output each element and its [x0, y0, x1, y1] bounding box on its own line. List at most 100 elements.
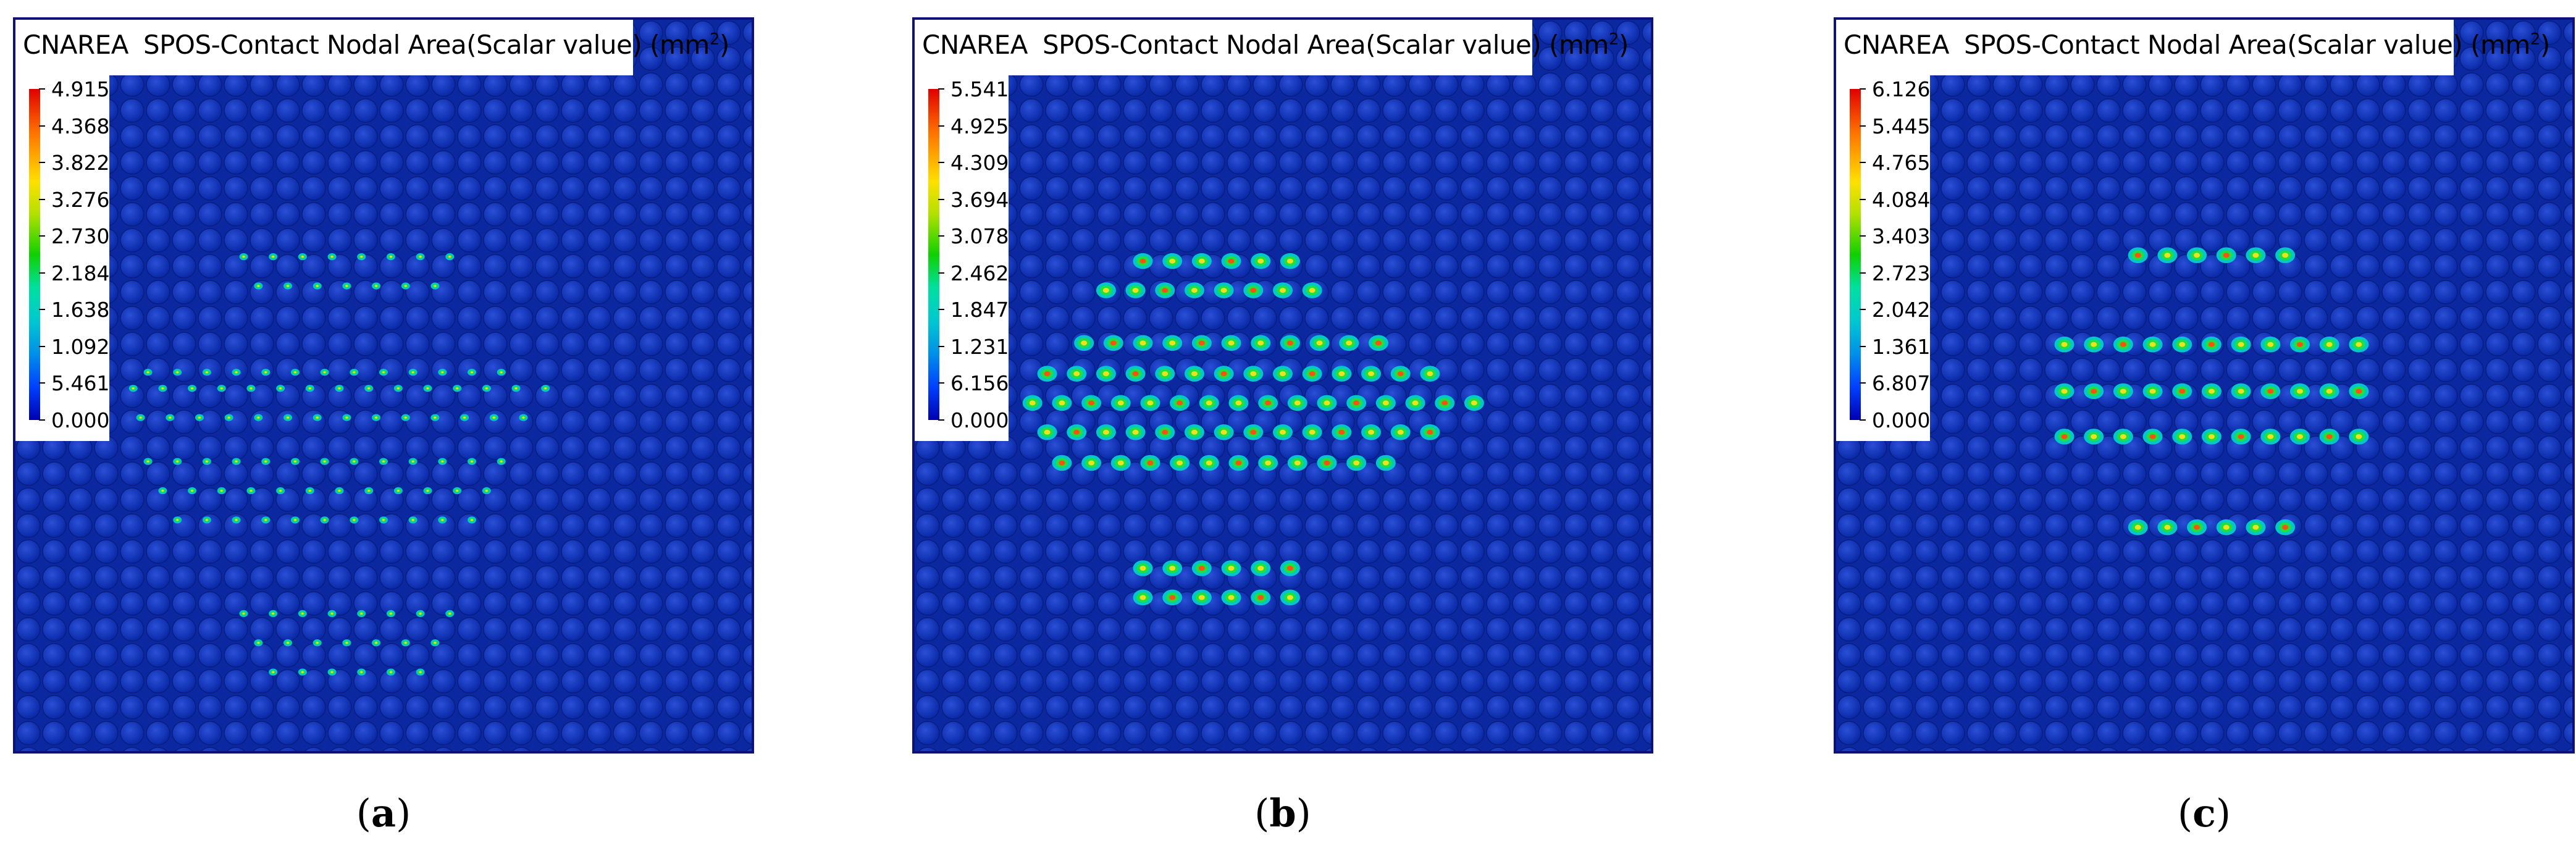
- contact-spot: [1133, 253, 1153, 269]
- contact-spot: [342, 639, 351, 647]
- contact-spot: [2113, 429, 2133, 445]
- contact-spot: [416, 668, 425, 676]
- panel-a: CNAREA SPOS-Contact Nodal Area(Scalar val…: [13, 17, 754, 754]
- contact-spot: [1258, 455, 1278, 471]
- contact-spot: [320, 516, 329, 524]
- contact-spot: [1155, 282, 1175, 298]
- contact-spot: [393, 487, 403, 495]
- contact-spot: [1273, 424, 1293, 440]
- contact-spot: [423, 487, 432, 495]
- contact-spot: [246, 385, 256, 392]
- contact-spot: [468, 458, 477, 465]
- contact-spot: [430, 282, 440, 290]
- colorbar: [29, 89, 40, 420]
- contact-spot: [1191, 589, 1212, 606]
- contact-spot: [1464, 395, 1484, 411]
- legend-value: 2.462: [950, 261, 1009, 285]
- contact-spot: [438, 458, 447, 465]
- legend-value: 0.000: [950, 408, 1009, 432]
- legend-tick: [1860, 125, 1866, 127]
- contact-spot: [1191, 253, 1212, 269]
- contact-spot: [2260, 336, 2281, 353]
- contact-spot: [2157, 519, 2178, 536]
- contact-spot: [2157, 247, 2178, 264]
- contact-spot: [202, 369, 211, 376]
- legend-tick: [938, 309, 944, 310]
- contact-spot: [2201, 429, 2221, 445]
- contact-spot: [1332, 424, 1352, 440]
- legend-value: 4.765: [1872, 151, 1931, 175]
- contact-spot: [232, 516, 241, 524]
- contact-spot: [350, 369, 359, 376]
- contact-spot: [269, 610, 278, 618]
- legend-tick: [39, 162, 45, 163]
- contact-spot: [1081, 455, 1102, 471]
- contact-spot: [1258, 395, 1278, 411]
- contact-spot: [1110, 455, 1131, 471]
- contact-spot: [1022, 395, 1043, 411]
- legend-header: CNAREA SPOS-Contact Nodal Area(Scalar val…: [1836, 20, 2550, 75]
- legend-value: 3.822: [51, 151, 110, 175]
- contact-spot: [1287, 395, 1307, 411]
- contact-spot: [1390, 424, 1411, 440]
- contact-spot: [1221, 335, 1241, 351]
- contact-spot: [158, 487, 167, 495]
- contact-spot: [519, 414, 528, 421]
- color-legend: 4.915 4.368 3.822 3.276 2.730 2.184 1.638 1.092…: [15, 75, 109, 441]
- contact-spot: [2054, 383, 2075, 400]
- contact-spot: [430, 414, 440, 421]
- legend-tick: [39, 272, 45, 274]
- legend-tick: [1860, 198, 1866, 200]
- contact-spot: [1199, 455, 1219, 471]
- variable-description: SPOS-Contact Nodal Area(Scalar value): [143, 30, 642, 60]
- contact-spot: [1199, 395, 1219, 411]
- contact-spot: [379, 458, 388, 465]
- contact-spot: [1273, 366, 1293, 382]
- contact-spot: [2289, 429, 2310, 445]
- contact-spot: [202, 458, 211, 465]
- contact-spot: [489, 414, 498, 421]
- contact-spot: [372, 639, 381, 647]
- colorbar: [928, 89, 939, 420]
- contact-spots: [128, 253, 550, 676]
- contact-spot: [1140, 455, 1160, 471]
- contact-spot: [1251, 560, 1271, 576]
- contact-spot: [1052, 395, 1072, 411]
- contact-spot: [143, 458, 153, 465]
- contact-spot: [1361, 366, 1382, 382]
- contact-spot: [2201, 336, 2221, 353]
- contact-spot: [1162, 335, 1183, 351]
- contact-spot: [1133, 560, 1153, 576]
- caption-c: (c): [2177, 791, 2231, 836]
- legend-title: CNAREA SPOS-Contact Nodal Area(Scalar val…: [922, 30, 1629, 60]
- contact-spot: [1162, 589, 1183, 606]
- contact-spot: [254, 414, 263, 421]
- contact-spot: [386, 253, 395, 261]
- contact-spot: [2231, 429, 2251, 445]
- legend-value: 2.184: [51, 261, 110, 285]
- contact-spot: [1228, 395, 1249, 411]
- contact-spot: [298, 610, 307, 618]
- legend-tick: [39, 382, 45, 384]
- contact-spot: [1184, 366, 1204, 382]
- legend-value: 4.368: [51, 114, 110, 138]
- contact-spot: [173, 516, 182, 524]
- contact-spot: [2172, 336, 2192, 353]
- legend-tick: [1860, 309, 1866, 310]
- legend-tick: [1860, 88, 1866, 90]
- contact-spot: [1361, 424, 1382, 440]
- contact-spot: [1162, 253, 1183, 269]
- contact-spot: [1339, 335, 1359, 351]
- contact-spot: [2349, 429, 2369, 445]
- contact-spot: [269, 668, 278, 676]
- legend-value: 2.723: [1872, 261, 1931, 285]
- contact-spot: [1184, 282, 1204, 298]
- contact-spot: [290, 516, 300, 524]
- contact-spot: [188, 385, 197, 392]
- legend-tick: [1860, 272, 1866, 274]
- contact-spot: [1435, 395, 1455, 411]
- contact-spot: [1103, 335, 1123, 351]
- legend-tick: [938, 88, 944, 90]
- legend-tick: [938, 162, 944, 163]
- legend-tick: [39, 198, 45, 200]
